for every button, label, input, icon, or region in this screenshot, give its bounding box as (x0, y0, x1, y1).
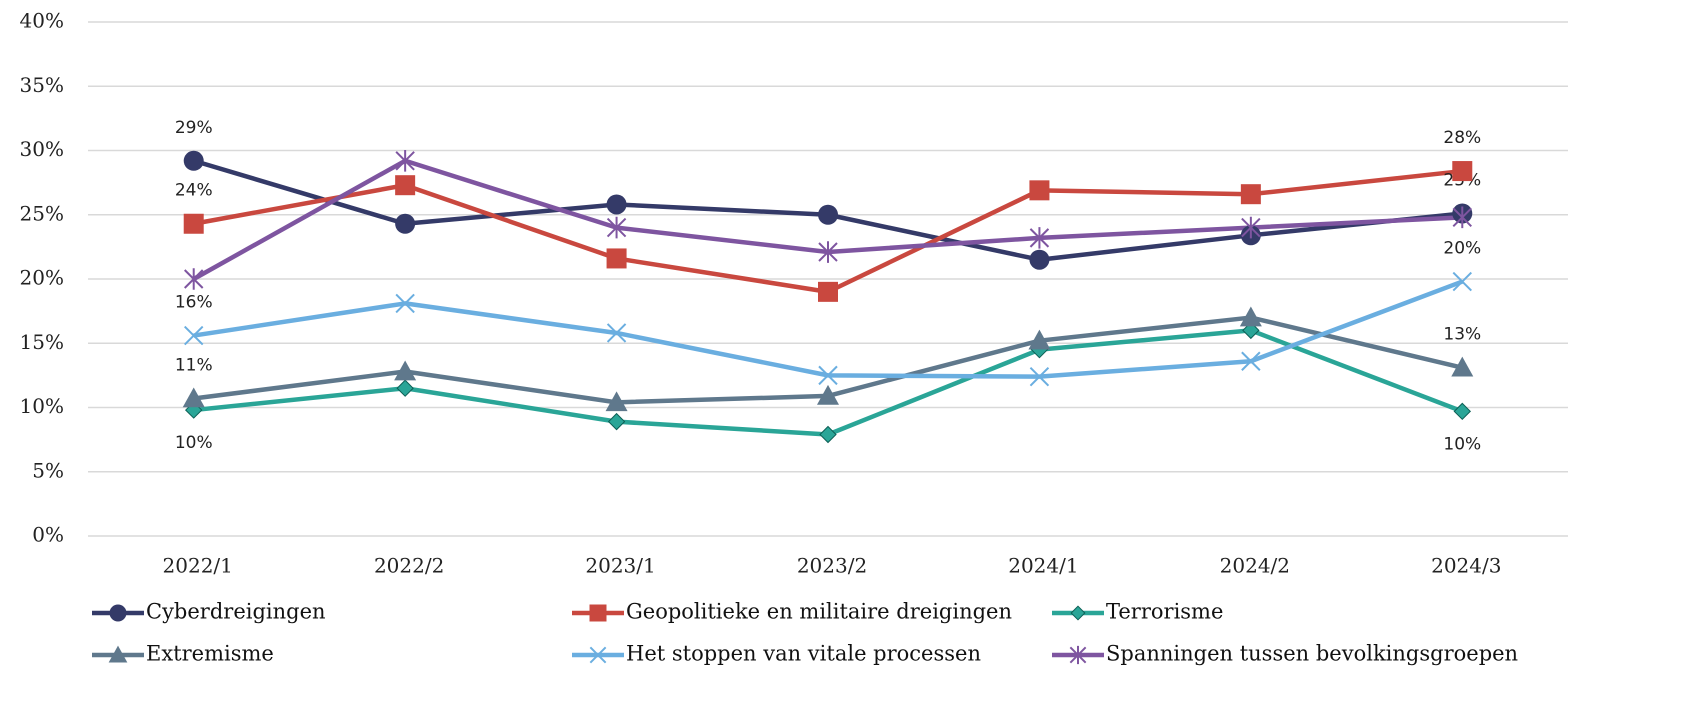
data-point (1029, 366, 1050, 387)
data-point (184, 325, 204, 346)
data-point (605, 391, 628, 412)
data-point (819, 425, 837, 444)
data-point (395, 293, 415, 314)
legend-marker (1069, 645, 1087, 665)
data-point (817, 384, 839, 405)
y-tick-label: 35% (20, 73, 64, 97)
y-tick-label: 15% (20, 330, 64, 354)
data-point (1452, 206, 1472, 229)
y-tick-label: 0% (32, 523, 64, 547)
data-point (818, 204, 838, 225)
data-point (394, 360, 417, 381)
legend-marker (589, 604, 607, 622)
data-point (1029, 180, 1050, 201)
data-label: 13% (1443, 325, 1481, 345)
data-point (818, 365, 838, 386)
data-point (818, 281, 838, 302)
y-tick-label: 20% (20, 266, 64, 290)
data-point (606, 323, 627, 343)
data-point (606, 216, 627, 239)
data-point (183, 150, 204, 171)
x-tick-label: 2024/1 (1008, 554, 1078, 578)
data-label: 20% (1443, 239, 1481, 259)
data-point (1241, 351, 1261, 371)
data-label: 10% (175, 433, 213, 453)
data-label: 24% (175, 181, 213, 201)
data-label: 16% (175, 293, 213, 313)
data-label: 28% (1443, 128, 1481, 148)
legend-label: Extremisme (146, 642, 274, 666)
x-tick-label: 2023/2 (797, 554, 867, 578)
y-tick-label: 10% (20, 394, 64, 418)
data-point (1241, 216, 1261, 239)
data-point (184, 268, 204, 290)
legend-marker (589, 646, 607, 664)
data-point (396, 379, 414, 397)
data-point (395, 213, 416, 234)
y-tick-label: 30% (20, 137, 64, 161)
data-point (1240, 184, 1261, 205)
series-line (193, 328, 1464, 437)
legend-marker (1070, 605, 1086, 621)
legend-label: Geopolitieke en militaire dreigingen (626, 600, 1012, 624)
y-tick-label: 25% (20, 201, 64, 225)
legend-label: Spanningen tussen bevolkingsgroepen (1106, 642, 1518, 666)
data-point (1451, 356, 1474, 377)
legend-marker (109, 604, 127, 622)
x-tick-label: 2023/1 (585, 554, 655, 578)
data-point (606, 194, 627, 215)
x-tick-label: 2024/2 (1220, 554, 1290, 578)
data-point (1239, 306, 1262, 327)
x-tick-label: 2022/2 (374, 554, 444, 578)
data-point (818, 241, 838, 263)
legend-marker (108, 645, 128, 663)
data-point (1028, 329, 1051, 350)
data-label: 10% (1443, 434, 1481, 454)
data-point (607, 412, 626, 431)
y-tick-label: 5% (32, 458, 64, 482)
legend-label: Het stoppen van vitale processen (626, 642, 981, 666)
data-point (183, 213, 204, 234)
y-tick-label: 40% (20, 9, 64, 33)
data-point (1242, 321, 1260, 340)
data-point (1029, 249, 1050, 270)
data-point (182, 387, 205, 408)
data-label: 29% (175, 118, 213, 138)
x-tick-label: 2024/3 (1431, 554, 1501, 578)
data-point (1452, 271, 1472, 292)
data-point (395, 149, 415, 172)
data-label: 11% (175, 356, 213, 376)
data-point (1452, 161, 1473, 182)
legend-label: Cyberdreigingen (146, 600, 326, 624)
data-point (395, 175, 416, 196)
legend-label: Terrorisme (1106, 600, 1223, 624)
data-point (1453, 402, 1471, 421)
x-tick-label: 2022/1 (163, 554, 233, 578)
data-point (1029, 227, 1050, 249)
data-point (606, 248, 627, 269)
